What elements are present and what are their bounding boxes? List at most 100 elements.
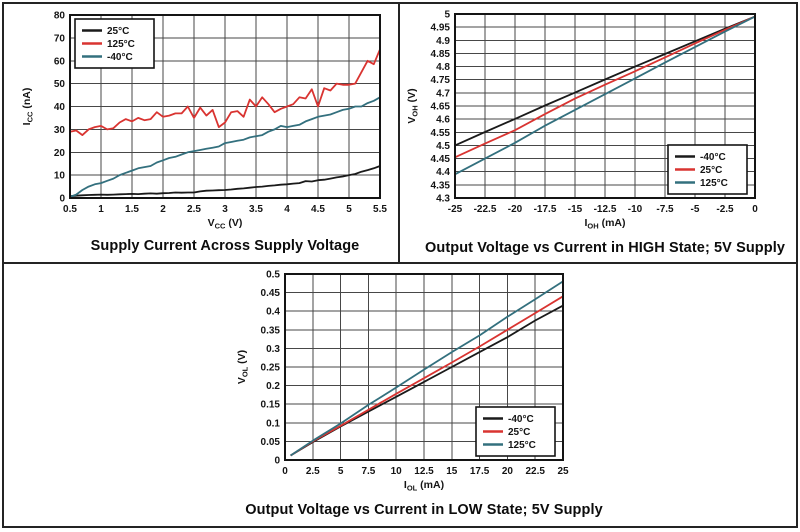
x-tick-label: 5: [346, 204, 352, 215]
y-axis-label: VOL (V): [236, 350, 250, 384]
x-tick-label: 0: [752, 204, 758, 215]
x-tick-label: -5: [691, 204, 700, 215]
legend-label: 125°C: [107, 39, 135, 50]
legend-label: -40°C: [508, 414, 534, 425]
y-tick-label: 4.35: [431, 180, 451, 191]
x-tick-label: 7.5: [361, 466, 375, 477]
voh-high-state-chart: -25 -22.5 -20 -17.5 -15 -12.5 -10 -7.5 -5 -2.5 0 4.…: [406, 10, 758, 231]
y-tick-label: 0.5: [266, 270, 280, 281]
series-line-125c: [454, 15, 756, 176]
x-tick-label: 4: [284, 204, 290, 215]
series-line--40c: [454, 15, 756, 147]
top-row: 0.5 1 1.5 2 2.5 3 3.5 4 4.5 5 5.5 0 10 20 30 40 50 60 70 80…: [4, 4, 796, 264]
x-tick-label: 5: [338, 466, 344, 477]
y-tick-label: 0: [274, 456, 280, 467]
x-tick-label: 5.5: [373, 204, 387, 215]
x-tick-label: 4.5: [311, 204, 325, 215]
vol-low-state-chart: 0 2.5 5 7.5 10 12.5 15 17.5 20 22.5 25 0 0.05 0.1 0.15…: [236, 270, 569, 493]
y-tick-label: 0.35: [261, 325, 281, 336]
series-line-25c: [69, 165, 381, 198]
x-tick-label: -10: [628, 204, 643, 215]
x-tick-label: -7.5: [656, 204, 674, 215]
y-tick-label: 4.75: [431, 75, 451, 86]
y-axis-label: ICC (nA): [21, 88, 35, 126]
x-tick-label: 1: [98, 204, 104, 215]
y-tick-label: 4.8: [436, 62, 450, 73]
y-tick-label: 60: [54, 56, 66, 67]
y-tick-label: 4.55: [431, 128, 451, 139]
vol-low-state-title: Output Voltage vs Current in LOW State; …: [245, 502, 603, 518]
y-tick-label: 0.1: [266, 418, 280, 429]
y-tick-label: 4.45: [431, 154, 451, 165]
y-tick-label: 0.4: [266, 307, 280, 318]
y-tick-label: 40: [54, 102, 66, 113]
supply-current-title: Supply Current Across Supply Voltage: [90, 238, 360, 254]
x-tick-label: -20: [508, 204, 523, 215]
y-tick-label: 0.25: [261, 363, 281, 374]
x-tick-label: 12.5: [414, 466, 434, 477]
series-line-25c: [454, 15, 756, 159]
y-tick-label: 0.05: [261, 437, 281, 448]
y-tick-label: 0.2: [266, 381, 280, 392]
y-tick-label: 20: [54, 148, 66, 159]
y-tick-label: 4.65: [431, 102, 451, 113]
y-tick-label: 4.7: [436, 88, 450, 99]
x-tick-label: 3: [222, 204, 228, 215]
plot-frame: [454, 13, 756, 199]
y-tick-label: 4.9: [436, 36, 450, 47]
y-tick-label: 30: [54, 125, 66, 136]
series-line--40c: [69, 96, 381, 198]
y-tick-label: 4.3: [436, 194, 450, 205]
x-axis-label: VCC (V): [208, 217, 243, 231]
x-tick-label: -22.5: [474, 204, 497, 215]
y-tick-label: 4.4: [436, 167, 450, 178]
legend-label: 125°C: [508, 440, 536, 451]
series-line-125c: [69, 48, 381, 137]
x-tick-label: 2: [160, 204, 166, 215]
voh-high-state-title: Output Voltage vs Current in HIGH State;…: [424, 240, 786, 256]
x-tick-label: 1.5: [125, 204, 139, 215]
y-tick-label: 4.6: [436, 115, 450, 126]
y-axis-label: VOH (V): [406, 88, 420, 123]
series-line-125c: [290, 280, 564, 457]
series-line-25c: [290, 295, 564, 457]
y-tick-label: 4.5: [436, 141, 450, 152]
plot-frame: [69, 14, 381, 199]
legend-label: -40°C: [107, 52, 133, 63]
legend-label: -40°C: [700, 152, 726, 163]
panel-supply-current: 0.5 1 1.5 2 2.5 3 3.5 4 4.5 5 5.5 0 10 20 30 40 50 60 70 80…: [4, 4, 400, 262]
x-tick-label: 0.5: [63, 204, 77, 215]
x-tick-label: 15: [446, 466, 458, 477]
x-tick-label: 25: [557, 466, 569, 477]
x-tick-label: 3.5: [249, 204, 263, 215]
legend-label: 25°C: [107, 26, 129, 37]
plot-frame: [284, 273, 564, 461]
x-tick-label: 2.5: [306, 466, 320, 477]
x-tick-label: 2.5: [187, 204, 201, 215]
x-tick-label: 10: [391, 466, 403, 477]
x-tick-label: 22.5: [525, 466, 545, 477]
x-tick-label: -2.5: [716, 204, 734, 215]
x-tick-label: -25: [448, 204, 463, 215]
x-axis-label: IOL (mA): [404, 479, 444, 493]
x-tick-label: 0: [282, 466, 288, 477]
legend-label: 25°C: [700, 165, 722, 176]
y-tick-label: 80: [54, 11, 66, 22]
x-tick-label: 17.5: [470, 466, 490, 477]
legend-label: 125°C: [700, 178, 728, 189]
x-axis-label: IOH (mA): [584, 217, 625, 231]
y-tick-label: 50: [54, 79, 66, 90]
y-tick-label: 0.3: [266, 344, 280, 355]
x-tick-label: -17.5: [534, 204, 557, 215]
bottom-row: 0 2.5 5 7.5 10 12.5 15 17.5 20 22.5 25 0 0.05 0.1 0.15…: [4, 264, 796, 526]
y-tick-label: 4.95: [431, 23, 451, 34]
x-tick-label: 20: [502, 466, 514, 477]
panel-vol-low-state: 0 2.5 5 7.5 10 12.5 15 17.5 20 22.5 25 0 0.05 0.1 0.15…: [4, 264, 796, 526]
y-tick-label: 0.45: [261, 288, 281, 299]
supply-current-chart: 0.5 1 1.5 2 2.5 3 3.5 4 4.5 5 5.5 0 10 20 30 40 50 60 70 80…: [21, 11, 387, 231]
y-tick-label: 5: [444, 10, 450, 21]
y-tick-label: 10: [54, 171, 66, 182]
y-tick-label: 0: [59, 194, 65, 205]
legend-label: 25°C: [508, 427, 530, 438]
